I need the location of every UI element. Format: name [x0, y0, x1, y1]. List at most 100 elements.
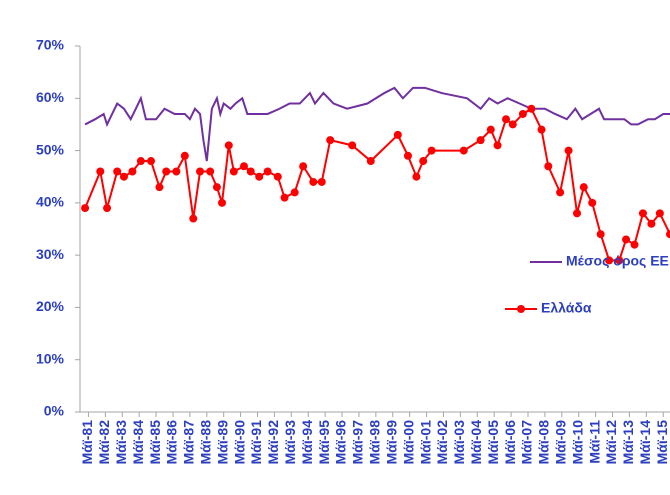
point [155, 183, 164, 192]
point [326, 136, 335, 145]
y-tick-label: 60% [36, 89, 65, 105]
x-tick-label: Μάϊ-08 [536, 420, 552, 465]
point [403, 151, 412, 160]
point [218, 198, 227, 207]
point [180, 151, 189, 160]
x-tick-label: Μάϊ-97 [350, 420, 366, 465]
point [309, 177, 318, 186]
legend-label: Ελλάδα [541, 300, 592, 316]
point [366, 157, 375, 166]
point [290, 188, 299, 197]
x-tick-label: Μάϊ-05 [485, 420, 501, 465]
x-tick-label: Μάϊ-90 [231, 420, 247, 465]
x-tick-label: Μάϊ-86 [164, 420, 180, 465]
x-tick-label: Μάϊ-14 [637, 420, 653, 465]
point [189, 214, 198, 223]
legend-marker [517, 305, 525, 313]
point [317, 177, 326, 186]
point [502, 115, 511, 124]
point [459, 146, 468, 155]
x-tick-label: Μάϊ-81 [79, 420, 95, 465]
point [299, 162, 308, 171]
point [96, 167, 105, 176]
x-tick-label: Μάϊ-02 [434, 420, 450, 465]
point [556, 188, 565, 197]
point [638, 209, 647, 218]
point [147, 157, 156, 166]
point [573, 209, 582, 218]
point [596, 230, 605, 239]
point [579, 183, 588, 192]
x-tick-label: Μάϊ-94 [299, 420, 315, 465]
point [119, 172, 128, 181]
point [527, 104, 536, 113]
point [412, 172, 421, 181]
point [224, 141, 233, 150]
point [206, 167, 215, 176]
x-tick-label: Μάϊ-82 [96, 420, 112, 465]
point [263, 167, 272, 176]
y-tick-label: 40% [36, 194, 65, 210]
point [615, 256, 624, 265]
y-tick-label: 30% [36, 246, 65, 262]
point [280, 193, 289, 202]
point [564, 146, 573, 155]
point [229, 167, 238, 176]
point [630, 240, 639, 249]
point [246, 167, 255, 176]
point [393, 130, 402, 139]
point [196, 167, 205, 176]
y-tick-label: 0% [44, 403, 65, 419]
point [172, 167, 181, 176]
point [103, 204, 112, 213]
point [544, 162, 553, 171]
x-tick-label: Μάϊ-85 [147, 420, 163, 465]
point [419, 157, 428, 166]
x-tick-label: Μάϊ-00 [400, 420, 416, 465]
x-tick-label: Μάϊ-15 [654, 420, 670, 465]
point [255, 172, 264, 181]
x-tick-label: Μάϊ-84 [130, 420, 146, 465]
x-tick-label: Μάϊ-89 [214, 420, 230, 465]
x-tick-label: Μάϊ-95 [316, 420, 332, 465]
x-tick-label: Μάϊ-83 [113, 420, 129, 465]
x-tick-label: Μάϊ-87 [181, 420, 197, 465]
legend-label: Μέσος όρος ΕΕ [566, 253, 669, 269]
series-line [84, 86, 670, 162]
point [588, 198, 597, 207]
point [348, 141, 357, 150]
x-tick-label: Μάϊ-04 [468, 420, 484, 465]
x-tick-label: Μάϊ-11 [586, 420, 602, 464]
x-tick-label: Μάϊ-91 [248, 420, 264, 465]
point [486, 125, 495, 134]
point [493, 141, 502, 150]
y-tick-label: 20% [36, 298, 65, 314]
y-tick-label: 50% [36, 141, 65, 157]
point [666, 230, 670, 239]
point [273, 172, 282, 181]
y-tick-label: 70% [36, 37, 65, 53]
x-tick-label: Μάϊ-12 [603, 420, 619, 465]
x-tick-label: Μάϊ-03 [451, 420, 467, 465]
point [239, 162, 248, 171]
point [508, 120, 517, 129]
x-tick-label: Μάϊ-10 [569, 420, 585, 465]
x-tick-label: Μάϊ-06 [502, 420, 518, 465]
x-tick-label: Μάϊ-99 [383, 420, 399, 465]
point [518, 109, 527, 118]
point [136, 157, 145, 166]
point [622, 235, 631, 244]
point [212, 183, 221, 192]
x-tick-label: Μάϊ-13 [620, 420, 636, 465]
point [655, 209, 664, 218]
point [113, 167, 122, 176]
point [537, 125, 546, 134]
point [128, 167, 137, 176]
point [605, 256, 614, 265]
x-tick-label: Μάϊ-98 [367, 420, 383, 465]
y-tick-label: 10% [36, 350, 65, 366]
point [427, 146, 436, 155]
x-tick-label: Μάϊ-93 [282, 420, 298, 465]
point [162, 167, 171, 176]
